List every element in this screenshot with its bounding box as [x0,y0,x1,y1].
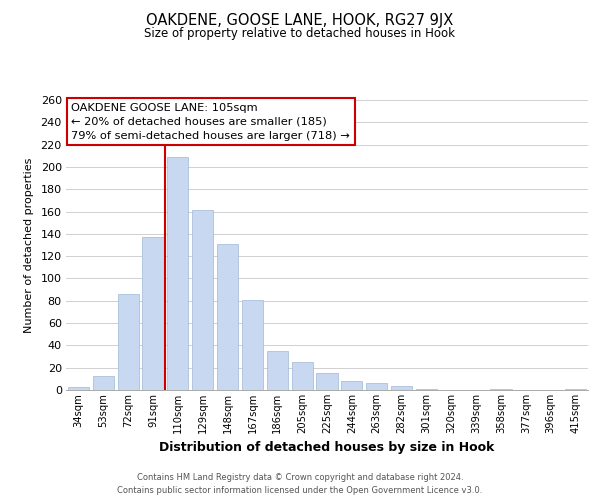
Bar [68,386,89,390]
Text: Size of property relative to detached houses in Hook: Size of property relative to detached ho… [145,28,455,40]
Text: Contains HM Land Registry data © Crown copyright and database right 2024.: Contains HM Land Registry data © Crown c… [137,474,463,482]
Bar [167,157,188,390]
Bar [391,386,412,390]
Bar [416,389,437,390]
Bar [316,374,338,390]
Bar [192,210,213,390]
Bar [267,351,288,390]
Bar [366,384,387,390]
X-axis label: Distribution of detached houses by size in Hook: Distribution of detached houses by size … [160,442,494,454]
Bar [242,300,263,390]
Bar [341,381,362,390]
Bar [142,237,164,390]
Bar [490,389,512,390]
Text: OAKDENE, GOOSE LANE, HOOK, RG27 9JX: OAKDENE, GOOSE LANE, HOOK, RG27 9JX [146,12,454,28]
Bar [93,376,114,390]
Text: OAKDENE GOOSE LANE: 105sqm
← 20% of detached houses are smaller (185)
79% of sem: OAKDENE GOOSE LANE: 105sqm ← 20% of deta… [71,103,350,141]
Bar [565,389,586,390]
Bar [217,244,238,390]
Bar [118,294,139,390]
Text: Contains public sector information licensed under the Open Government Licence v3: Contains public sector information licen… [118,486,482,495]
Bar [292,362,313,390]
Y-axis label: Number of detached properties: Number of detached properties [23,158,34,332]
